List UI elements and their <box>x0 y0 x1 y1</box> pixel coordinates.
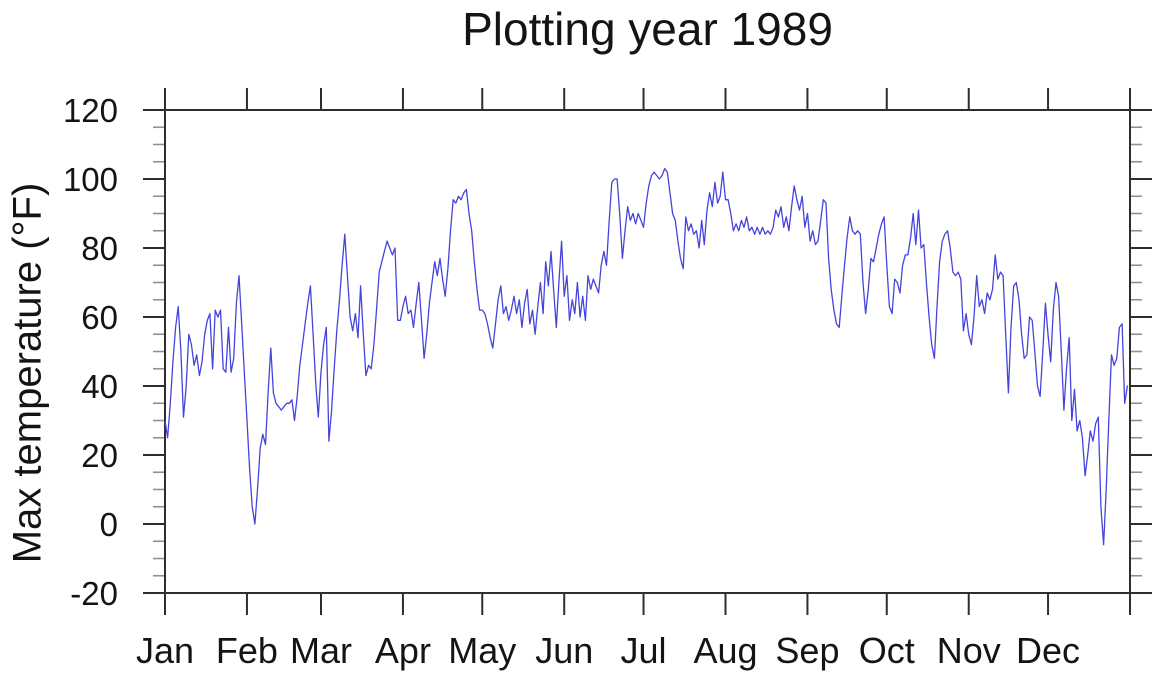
x-tick-label-Apr: Apr <box>375 630 431 671</box>
x-tick-label-May: May <box>448 630 516 671</box>
y-tick-label-100: 100 <box>63 161 118 198</box>
y-tick-label-0: 0 <box>100 506 118 543</box>
y-tick-label-60: 60 <box>81 299 118 336</box>
x-tick-label-Feb: Feb <box>216 630 278 671</box>
y-tick-label-80: 80 <box>81 230 118 267</box>
plot-border <box>164 109 1131 594</box>
y-tick-label-20: 20 <box>81 437 118 474</box>
x-tick-label-Jun: Jun <box>535 630 593 671</box>
x-tick-label-Jan: Jan <box>136 630 194 671</box>
chart-title: Plotting year 1989 <box>462 3 833 55</box>
x-tick-label-Nov: Nov <box>937 630 1001 671</box>
y-tick-label--20: -20 <box>70 575 118 612</box>
x-tick-label-Dec: Dec <box>1016 630 1080 671</box>
x-tick-label-Mar: Mar <box>290 630 352 671</box>
x-tick-label-Oct: Oct <box>859 630 915 671</box>
x-tick-label-Jul: Jul <box>621 630 667 671</box>
x-tick-label-Aug: Aug <box>693 630 757 671</box>
y-tick-label-40: 40 <box>81 368 118 405</box>
x-tick-label-Sep: Sep <box>775 630 839 671</box>
y-tick-label-120: 120 <box>63 92 118 129</box>
temperature-line <box>164 167 1129 546</box>
